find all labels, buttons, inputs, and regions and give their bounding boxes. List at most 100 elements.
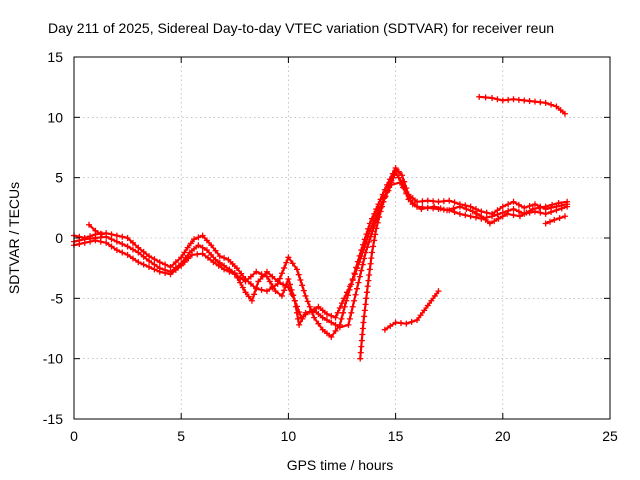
data-point (358, 337, 365, 344)
y-tick-label: 5 (55, 170, 63, 186)
data-point (373, 225, 380, 232)
data-point (334, 309, 341, 316)
data-point (369, 249, 376, 256)
data-point (302, 292, 309, 299)
data-point (187, 240, 194, 247)
data-point (505, 207, 512, 214)
data-point (135, 249, 142, 256)
data-point (113, 232, 120, 239)
data-point (424, 197, 431, 204)
data-point (199, 232, 206, 239)
data-point (368, 255, 375, 262)
data-point (446, 197, 453, 204)
data-point (366, 272, 373, 279)
data-point (140, 261, 147, 268)
data-point (348, 309, 355, 316)
data-point (359, 325, 366, 332)
data-point (76, 241, 83, 248)
data-point (81, 239, 88, 246)
data-point (561, 213, 568, 220)
data-point (103, 233, 110, 240)
data-point (92, 237, 99, 244)
data-point (203, 237, 210, 244)
data-point (181, 259, 188, 266)
data-point (258, 271, 265, 278)
data-point (229, 260, 236, 267)
data-point (274, 278, 281, 285)
data-point (440, 198, 447, 205)
data-point (351, 271, 358, 278)
data-point (156, 259, 163, 266)
data-point (370, 243, 377, 250)
data-point (365, 277, 372, 284)
data-point (156, 268, 163, 275)
y-tick-label: 15 (47, 49, 63, 65)
data-point (135, 259, 142, 266)
data-point (377, 208, 384, 215)
y-tick-label: 10 (47, 109, 63, 125)
data-point (319, 326, 326, 333)
data-point (247, 280, 254, 287)
data-point (283, 259, 290, 266)
data-point (505, 201, 512, 208)
data-point (380, 198, 387, 205)
data-point (399, 172, 406, 179)
data-point (242, 289, 249, 296)
data-point (474, 210, 481, 217)
data-point (531, 201, 538, 208)
data-point (248, 297, 255, 304)
series-line (72, 171, 569, 319)
data-point (379, 203, 386, 210)
data-point (491, 218, 498, 225)
data-point (371, 237, 378, 244)
data-point (181, 249, 188, 256)
data-point (364, 244, 371, 251)
data-point (203, 247, 210, 254)
data-point (297, 276, 304, 283)
data-point (287, 281, 294, 288)
data-point (406, 195, 413, 202)
data-point (349, 303, 356, 310)
data-point (205, 254, 211, 261)
data-point (172, 266, 179, 273)
data-point (431, 203, 438, 210)
data-point (504, 210, 511, 217)
data-point (355, 279, 362, 286)
data-point (354, 265, 361, 272)
data-point (384, 188, 391, 195)
data-point (242, 278, 249, 285)
data-point (357, 349, 364, 356)
data-point (363, 295, 370, 302)
data-point (345, 321, 352, 328)
data-point (172, 259, 179, 266)
data-point (462, 202, 469, 209)
data-point (162, 261, 169, 268)
data-point (300, 287, 307, 294)
data-point (129, 246, 136, 253)
data-point (146, 263, 153, 270)
data-point (358, 267, 365, 274)
data-point (293, 309, 300, 316)
data-point (184, 244, 191, 251)
data-point (553, 103, 560, 110)
data-point (476, 93, 483, 100)
data-point (548, 209, 555, 216)
data-point (231, 271, 238, 278)
data-point (253, 284, 260, 291)
data-point (430, 198, 437, 205)
x-axis-label: GPS time / hours (287, 457, 394, 473)
data-point (376, 214, 383, 221)
data-point (392, 167, 399, 174)
data-point (124, 251, 131, 258)
data-point (221, 254, 228, 261)
y-tick-label: 0 (55, 230, 63, 246)
data-series (71, 93, 571, 362)
data-point (215, 262, 222, 269)
data-point (124, 235, 131, 241)
data-point (269, 283, 276, 290)
x-tick-label: 25 (602, 428, 618, 444)
data-point (473, 214, 479, 221)
data-point (516, 213, 523, 220)
data-point (462, 212, 469, 219)
